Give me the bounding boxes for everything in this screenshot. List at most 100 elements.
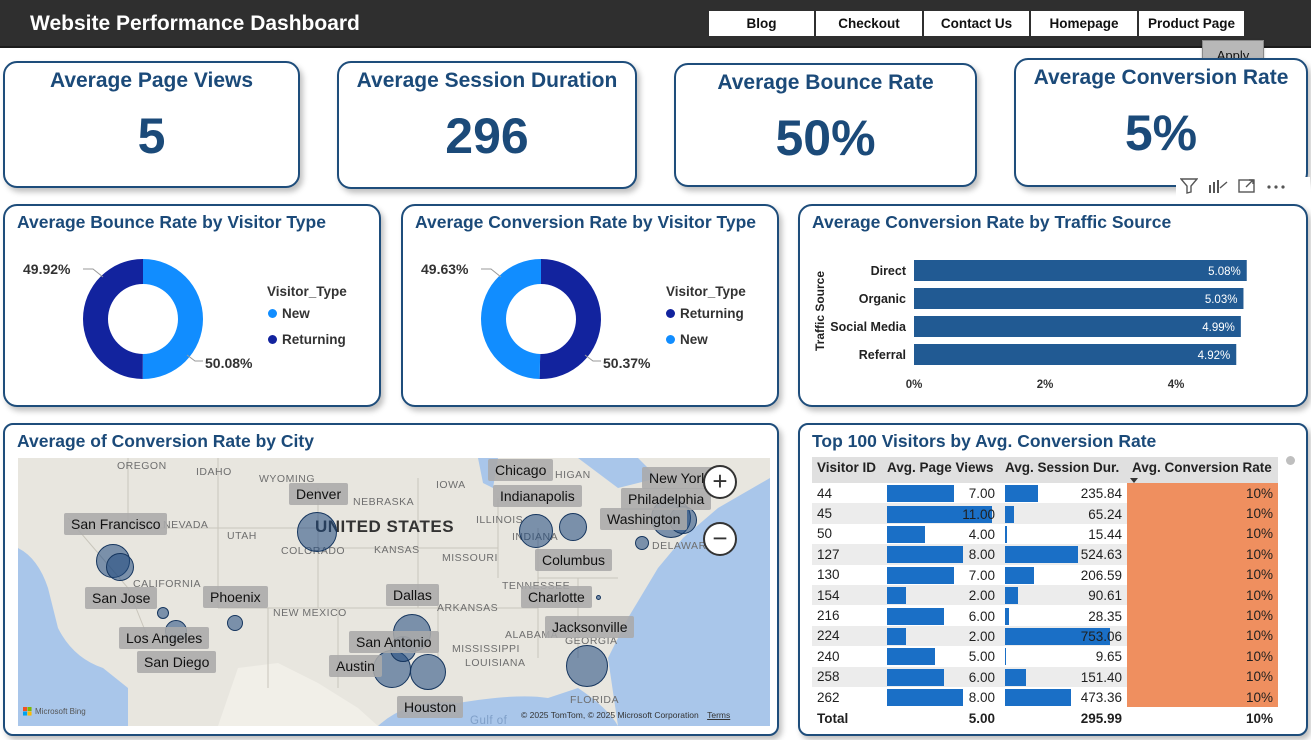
column-header-page-views[interactable]: Avg. Page Views xyxy=(882,457,1000,483)
table-row[interactable]: 127 8.00 524.63 10% xyxy=(812,544,1278,565)
x-tick-label: 0% xyxy=(906,379,923,391)
session-duration-cell: 524.63 xyxy=(1000,544,1127,565)
nav-button-homepage[interactable]: Homepage xyxy=(1030,10,1138,37)
cell-value: 473.36 xyxy=(1080,690,1122,706)
cell-value: 206.59 xyxy=(1080,567,1122,583)
session-duration-cell: 151.40 xyxy=(1000,666,1127,687)
data-bar xyxy=(887,668,945,686)
bar-referral[interactable] xyxy=(914,344,1237,365)
donut-slice-returning[interactable] xyxy=(539,259,601,379)
table-row[interactable]: 240 5.00 9.65 10% xyxy=(812,646,1278,667)
data-bar xyxy=(887,627,907,645)
table-row[interactable]: 44 7.00 235.84 10% xyxy=(812,483,1278,504)
city-bubble-chicago[interactable] xyxy=(519,514,553,548)
city-bubble-charlotte[interactable] xyxy=(596,595,601,600)
sort-descending-icon xyxy=(1130,478,1138,483)
map-attribution: © 2025 TomTom, © 2025 Microsoft Corporat… xyxy=(521,710,730,720)
table-row[interactable]: 130 7.00 206.59 10% xyxy=(812,564,1278,585)
map-label: LOUISIANA xyxy=(465,657,526,669)
cell-value: 28.35 xyxy=(1088,608,1122,624)
drill-icon[interactable] xyxy=(1208,178,1228,198)
focus-mode-icon[interactable] xyxy=(1238,178,1256,198)
data-bar xyxy=(887,525,926,543)
map-label: HIGAN xyxy=(555,469,591,481)
zoom-out-button[interactable]: − xyxy=(703,522,737,556)
cell-value: 235.84 xyxy=(1080,486,1122,502)
nav-button-contact-us[interactable]: Contact Us xyxy=(923,10,1030,37)
column-header-conversion-rate[interactable]: Avg. Conversion Rate xyxy=(1127,457,1278,483)
legend-item-returning[interactable]: Returning xyxy=(268,332,346,347)
city-label-houston: Houston xyxy=(397,696,464,718)
donut-slice-new[interactable] xyxy=(480,259,541,379)
map-label: ARKANSAS xyxy=(437,602,499,614)
session-duration-cell: 753.06 xyxy=(1000,625,1127,647)
data-bar xyxy=(887,587,907,605)
column-header-session-dur[interactable]: Avg. Session Dur. xyxy=(1000,457,1127,483)
city-bubble-jacksonville[interactable] xyxy=(566,645,608,687)
data-bar xyxy=(887,607,945,625)
data-label-new: 50.08% xyxy=(205,355,253,371)
table-header-row: Visitor ID Avg. Page Views Avg. Session … xyxy=(812,457,1278,483)
legend-item-new[interactable]: New xyxy=(666,332,708,347)
nav-button-blog[interactable]: Blog xyxy=(708,10,815,37)
conversion-rate-cell: 10% xyxy=(1127,646,1278,667)
data-bar xyxy=(887,689,964,707)
cell-value: 2.00 xyxy=(968,588,995,604)
bar-data-label: 4.92% xyxy=(1198,350,1231,362)
visitor-id-cell: 127 xyxy=(812,544,882,565)
cell-value: 7.00 xyxy=(968,486,995,502)
column-header-visitor-id[interactable]: Visitor ID xyxy=(812,457,882,483)
kpi-title: Average Conversion Rate xyxy=(1033,66,1289,89)
legend-item-returning[interactable]: Returning xyxy=(666,306,744,321)
bar-organic[interactable] xyxy=(914,288,1244,309)
conversion-rate-cell: 10% xyxy=(1127,666,1278,687)
legend-dot-new-icon xyxy=(268,309,277,318)
session-duration-cell: 65.24 xyxy=(1000,503,1127,524)
bar-social-media[interactable] xyxy=(914,316,1241,337)
city-bubble-denver[interactable] xyxy=(297,512,337,552)
kpi-title: Average Session Duration xyxy=(356,69,618,92)
table-row[interactable]: 258 6.00 151.40 10% xyxy=(812,666,1278,687)
page-views-cell: 2.00 xyxy=(882,584,1000,606)
table-row[interactable]: 216 6.00 28.35 10% xyxy=(812,605,1278,626)
city-bubble-indianapolis[interactable] xyxy=(559,513,587,541)
panel-title: Average of Conversion Rate by City xyxy=(17,431,314,451)
more-options-icon[interactable] xyxy=(1266,178,1288,198)
city-bubble-los-angeles[interactable] xyxy=(157,607,169,619)
nav-button-product-page[interactable]: Product Page xyxy=(1138,10,1245,37)
map-canvas[interactable]: OREGON IDAHO WYOMING NEBRASKA IOWA ILLIN… xyxy=(18,458,770,726)
city-bubble-phoenix[interactable] xyxy=(227,615,243,631)
scrollbar-thumb[interactable] xyxy=(1286,456,1295,465)
bar-direct[interactable] xyxy=(914,260,1247,281)
zoom-in-button[interactable]: + xyxy=(703,465,737,499)
table-row[interactable]: 45 11.00 65.24 10% xyxy=(812,503,1278,524)
page-views-cell: 8.00 xyxy=(882,686,1000,708)
map-label: KANSAS xyxy=(374,544,420,556)
visitor-id-cell: 216 xyxy=(812,605,882,626)
total-label: Total xyxy=(812,707,882,730)
table-row[interactable]: 50 4.00 15.44 10% xyxy=(812,523,1278,545)
city-label-san-jose: San Jose xyxy=(85,587,158,609)
category-label: Direct xyxy=(871,264,907,278)
donut-slice-returning[interactable] xyxy=(82,259,143,379)
page-views-cell: 8.00 xyxy=(882,544,1000,565)
table-row[interactable]: 224 2.00 753.06 10% xyxy=(812,625,1278,647)
conversion-rate-cell: 10% xyxy=(1127,523,1278,545)
map-label: NEVADA xyxy=(163,519,209,531)
nav-button-checkout[interactable]: Checkout xyxy=(815,10,923,37)
visitor-id-cell: 130 xyxy=(812,564,882,585)
map-label: IOWA xyxy=(436,479,466,491)
city-bubble-houston[interactable] xyxy=(410,654,446,690)
terms-link[interactable]: Terms xyxy=(707,710,731,720)
legend-item-new[interactable]: New xyxy=(268,306,310,321)
city-bubble-san-jose[interactable] xyxy=(106,553,134,581)
cell-value: 4.00 xyxy=(968,526,995,542)
data-bar xyxy=(1005,668,1027,686)
kpi-value: 5% xyxy=(1124,105,1198,161)
data-bar xyxy=(1005,566,1034,584)
filter-icon[interactable] xyxy=(1179,178,1199,198)
table-row[interactable]: 154 2.00 90.61 10% xyxy=(812,584,1278,606)
city-bubble-columbus[interactable] xyxy=(635,536,649,550)
donut-slice-new[interactable] xyxy=(142,259,203,379)
table-row[interactable]: 262 8.00 473.36 10% xyxy=(812,686,1278,708)
